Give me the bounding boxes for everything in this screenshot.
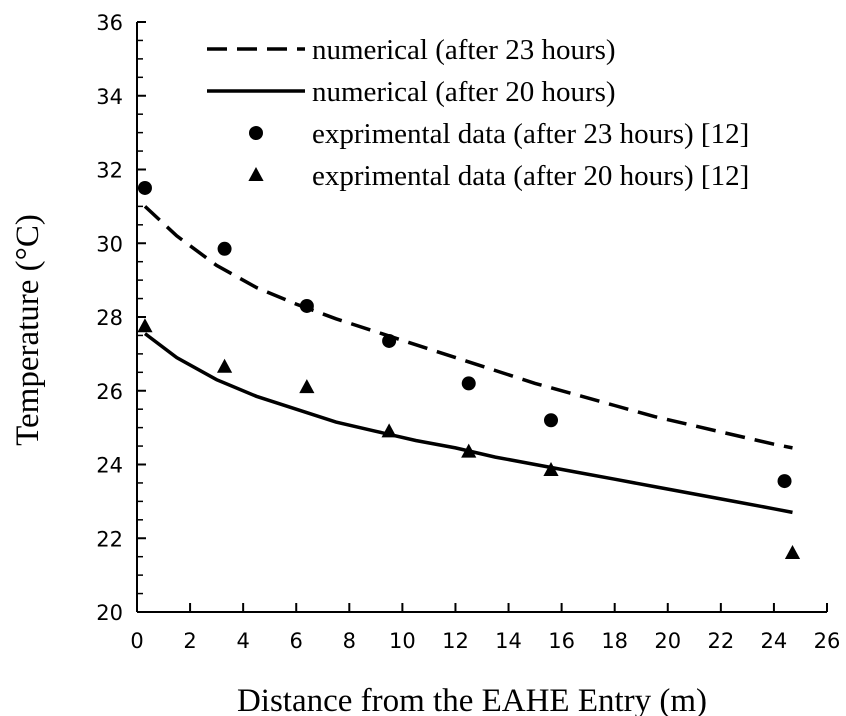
series-3 bbox=[137, 180, 792, 489]
y-tick-label: 26 bbox=[96, 380, 123, 404]
data-point bbox=[382, 333, 397, 348]
y-tick-label: 28 bbox=[96, 306, 123, 330]
x-tick-label: 8 bbox=[343, 629, 356, 653]
data-point bbox=[299, 298, 314, 313]
legend-marker bbox=[248, 167, 264, 181]
data-point bbox=[544, 413, 558, 428]
x-tick-label: 14 bbox=[495, 629, 522, 653]
series-2 bbox=[143, 332, 793, 515]
series-1 bbox=[143, 205, 793, 450]
x-tick-label: 2 bbox=[183, 629, 196, 653]
x-tick-label: 24 bbox=[761, 629, 788, 653]
legend-label: exprimental data (after 20 hours) [12] bbox=[312, 160, 749, 192]
series-layer bbox=[137, 180, 801, 559]
legend-label: numerical (after 23 hours) bbox=[312, 34, 616, 66]
x-tick-label: 20 bbox=[654, 629, 681, 653]
legend: numerical (after 23 hours) numerical (aft… bbox=[207, 34, 749, 192]
x-tick-label: 22 bbox=[707, 629, 734, 653]
x-tick-label: 12 bbox=[442, 629, 469, 653]
x-tick-label: 4 bbox=[236, 629, 249, 653]
axes: 0 2 4 6 8 10 12 14 16 18 20 22 24 2620222426283032343… bbox=[96, 11, 840, 653]
data-point bbox=[137, 180, 152, 195]
x-tick-label: 26 bbox=[814, 629, 841, 653]
legend-label: exprimental data (after 23 hours) [12] bbox=[312, 118, 749, 150]
y-tick-label: 20 bbox=[96, 601, 123, 625]
y-tick-label: 30 bbox=[96, 232, 123, 256]
x-tick-label: 18 bbox=[601, 629, 628, 653]
data-point bbox=[217, 241, 232, 256]
x-tick-label: 16 bbox=[548, 629, 575, 653]
data-point bbox=[299, 379, 315, 394]
y-tick-label: 32 bbox=[96, 159, 123, 183]
y-tick-label: 36 bbox=[96, 11, 123, 35]
x-tick-label: 0 bbox=[130, 629, 143, 653]
data-point bbox=[137, 318, 153, 333]
legend-symbol bbox=[249, 126, 263, 140]
legend-symbol bbox=[248, 167, 264, 181]
data-point bbox=[784, 545, 801, 559]
y-tick-label: 24 bbox=[96, 454, 123, 478]
y-axis-title: Temperature (°C) bbox=[10, 214, 46, 446]
series-line bbox=[143, 205, 793, 450]
y-tick-label: 22 bbox=[96, 527, 123, 551]
legend-marker bbox=[249, 126, 263, 140]
y-tick-label: 34 bbox=[96, 85, 123, 109]
data-point bbox=[543, 462, 559, 477]
data-point bbox=[461, 376, 476, 391]
data-point bbox=[461, 443, 477, 458]
data-point bbox=[216, 358, 233, 373]
series-line bbox=[143, 332, 793, 515]
x-tick-label: 10 bbox=[389, 629, 416, 653]
data-point bbox=[381, 423, 397, 438]
series-4 bbox=[137, 318, 801, 559]
x-tick-label: 6 bbox=[290, 629, 303, 653]
legend-label: numerical (after 20 hours) bbox=[312, 76, 616, 108]
data-point bbox=[777, 474, 792, 489]
x-axis-title: Distance from the EAHE Entry (m) bbox=[237, 683, 707, 716]
